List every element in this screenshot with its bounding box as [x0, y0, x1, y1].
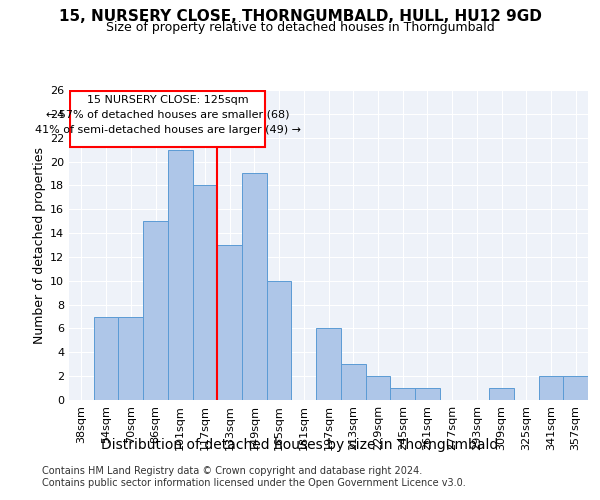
Bar	[193, 186, 217, 400]
Text: 41% of semi-detached houses are larger (49) →: 41% of semi-detached houses are larger (…	[35, 124, 301, 134]
Bar	[390, 388, 415, 400]
Bar	[143, 221, 168, 400]
Bar	[415, 388, 440, 400]
Bar	[316, 328, 341, 400]
Text: Distribution of detached houses by size in Thorngumbald: Distribution of detached houses by size …	[101, 438, 499, 452]
Bar	[267, 281, 292, 400]
Text: ← 57% of detached houses are smaller (68): ← 57% of detached houses are smaller (68…	[46, 110, 290, 120]
Text: 15, NURSERY CLOSE, THORNGUMBALD, HULL, HU12 9GD: 15, NURSERY CLOSE, THORNGUMBALD, HULL, H…	[59, 9, 541, 24]
Bar	[94, 316, 118, 400]
Bar	[563, 376, 588, 400]
Text: Size of property relative to detached houses in Thorngumbald: Size of property relative to detached ho…	[106, 21, 494, 34]
FancyBboxPatch shape	[70, 91, 265, 147]
Text: 15 NURSERY CLOSE: 125sqm: 15 NURSERY CLOSE: 125sqm	[87, 96, 248, 106]
Bar	[365, 376, 390, 400]
Text: Contains HM Land Registry data © Crown copyright and database right 2024.: Contains HM Land Registry data © Crown c…	[42, 466, 422, 476]
Text: Contains public sector information licensed under the Open Government Licence v3: Contains public sector information licen…	[42, 478, 466, 488]
Bar	[341, 364, 365, 400]
Bar	[217, 245, 242, 400]
Bar	[539, 376, 563, 400]
Y-axis label: Number of detached properties: Number of detached properties	[33, 146, 46, 344]
Bar	[489, 388, 514, 400]
Bar	[168, 150, 193, 400]
Bar	[118, 316, 143, 400]
Bar	[242, 174, 267, 400]
